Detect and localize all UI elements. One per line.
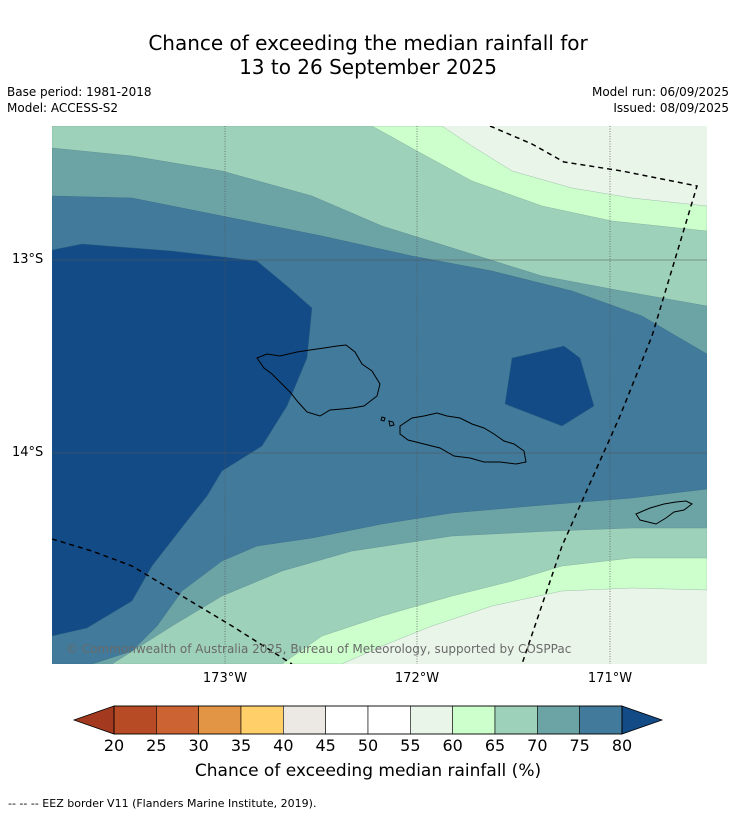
colorbar-tick-label: 40 [273, 736, 294, 755]
colorbar-tick-label: 50 [357, 736, 379, 755]
colorbar-cell [240, 705, 284, 735]
colorbar-tick-label: 70 [527, 736, 548, 755]
colorbar-tick-label: 75 [569, 736, 590, 755]
colorbar-cell [283, 705, 326, 735]
lon-label-172w: 172°W [394, 671, 440, 686]
band-above-80-east [504, 345, 595, 427]
colorbar-cell [113, 705, 157, 735]
graticule-lat [52, 259, 707, 454]
apolima-island [380, 416, 386, 422]
eez-footnote: -- -- -- EEZ border V11 (Flanders Marine… [8, 797, 317, 810]
lat-label-13s: 13°S [12, 252, 44, 267]
model-run-text: Model run: 06/09/2025 [591, 85, 729, 99]
colorbar-title: Chance of exceeding median rainfall (%) [194, 761, 542, 781]
lon-label-173w: 173°W [202, 671, 248, 686]
colorbar-tick-label: 25 [146, 736, 167, 755]
forecast-map: © Commonwealth of Australia 2025, Bureau… [52, 126, 707, 664]
colorbar-cell [410, 705, 453, 735]
colorbar-tick-label: 30 [188, 736, 209, 755]
colorbar-cell [198, 705, 242, 735]
upolu-island [399, 412, 527, 465]
colorbar-cell [367, 705, 411, 735]
colorbar-cell [156, 705, 199, 735]
colorbar-cell [579, 705, 623, 735]
lat-label-14s: 14°S [12, 445, 44, 460]
colorbar-cell [325, 705, 369, 735]
base-period-text: Base period: 1981-2018 [7, 85, 152, 99]
colorbar-tick-label: 45 [315, 736, 336, 755]
title-line-1: Chance of exceeding the median rainfall … [148, 31, 588, 55]
colorbar-cell [494, 705, 538, 735]
colorbar-high-arrow [621, 705, 664, 735]
title-line-2: 13 to 26 September 2025 [239, 55, 497, 79]
tutuila-island [635, 500, 693, 525]
issued-text: Issued: 08/09/2025 [613, 101, 729, 115]
colorbar-low-arrow [72, 705, 115, 735]
model-text: Model: ACCESS-S2 [7, 101, 119, 115]
graticule [224, 126, 611, 664]
manono-island [388, 420, 395, 427]
lon-label-171w: 171°W [587, 671, 633, 686]
colorbar-cell [537, 705, 580, 735]
band-above-80-west [52, 243, 313, 637]
colorbar-tick-label: 20 [103, 736, 125, 755]
eez-border [52, 126, 698, 664]
colorbar-tick-label: 80 [611, 736, 633, 755]
colorbar-tick-label: 55 [400, 736, 421, 755]
colorbar [72, 705, 664, 735]
colorbar-tick-label: 35 [230, 736, 252, 755]
colorbar-tick-label: 60 [442, 736, 463, 755]
savaii-island [256, 344, 381, 417]
copyright-text: © Commonwealth of Australia 2025, Bureau… [66, 642, 571, 656]
colorbar-tick-label: 65 [484, 736, 506, 755]
colorbar-cell [452, 705, 496, 735]
